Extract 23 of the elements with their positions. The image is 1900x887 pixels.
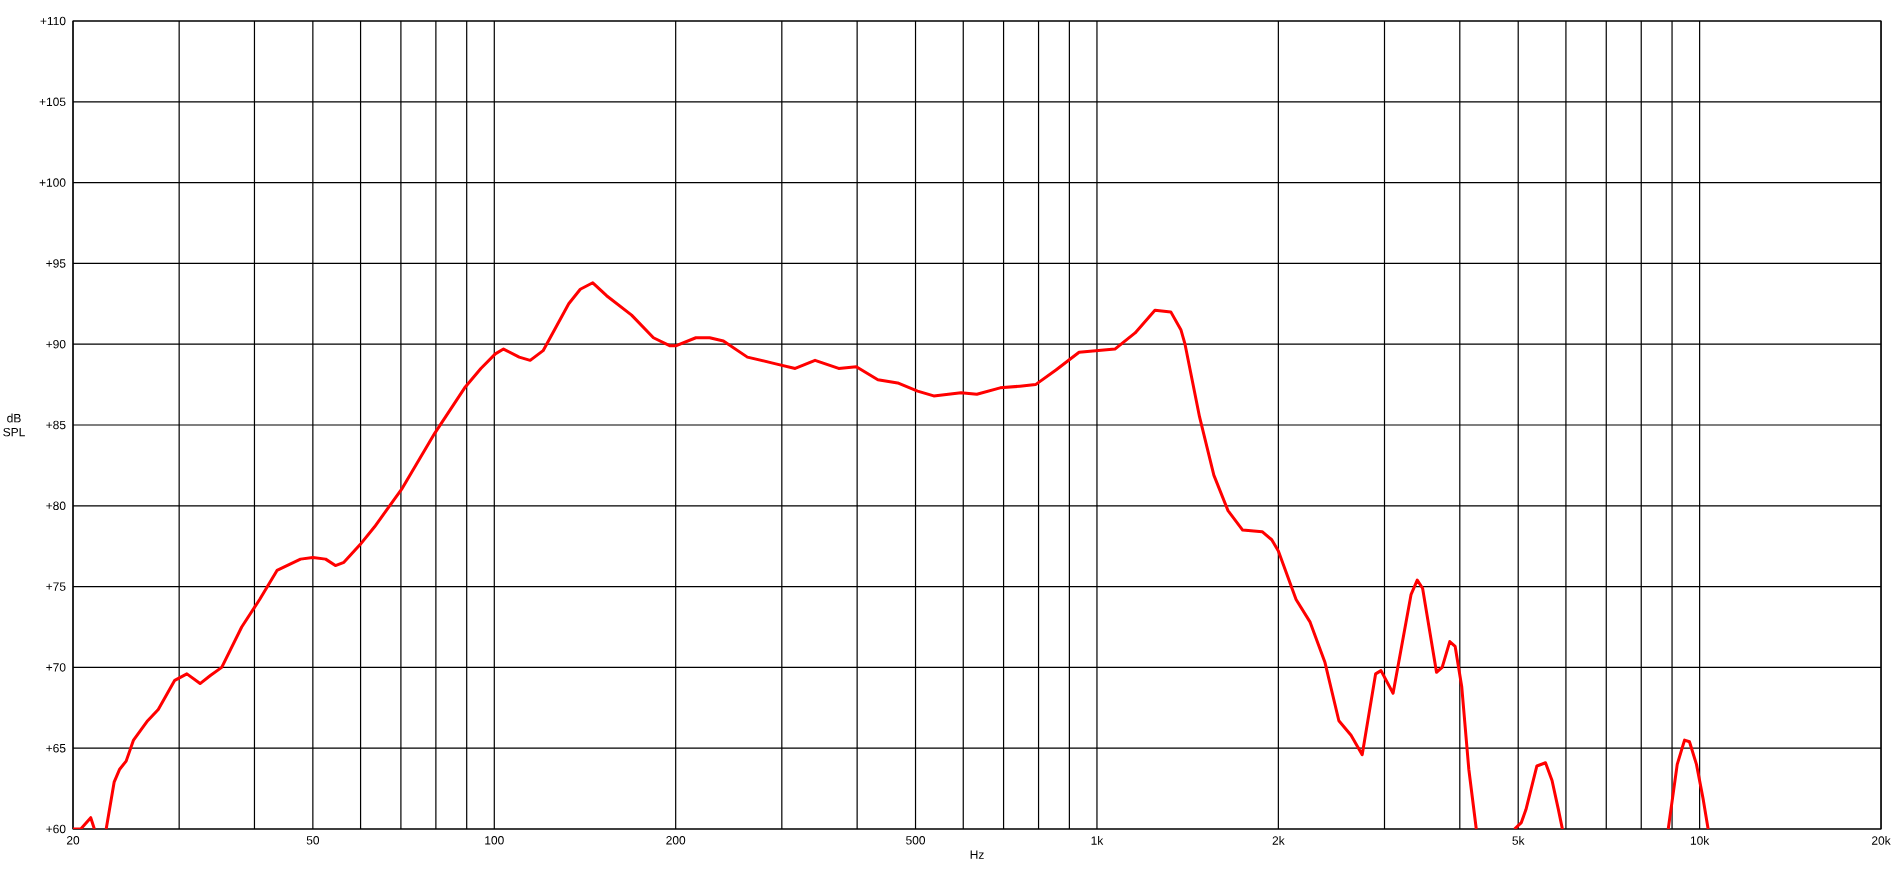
- x-tick-label: 50: [306, 836, 320, 845]
- x-tick-label: 1k: [1091, 836, 1104, 845]
- x-tick-label: 20: [66, 836, 80, 845]
- y-tick-label: +100: [39, 178, 66, 187]
- x-axis-title: Hz: [970, 850, 984, 859]
- y-tick-label: +65: [46, 743, 66, 753]
- y-tick-label: +110: [40, 16, 66, 26]
- y-tick-label: +75: [46, 582, 66, 591]
- y-tick-label: +80: [46, 501, 66, 511]
- x-tick-label: 20k: [1871, 836, 1891, 845]
- y-tick-label: +70: [46, 663, 66, 672]
- x-tick-label: 100: [485, 836, 504, 845]
- y-tick-label: +90: [46, 339, 66, 349]
- y-tick-label: +85: [46, 420, 66, 430]
- x-tick-label: 2k: [1272, 836, 1285, 845]
- y-tick-label: +60: [46, 824, 66, 834]
- y-tick-label: +105: [39, 97, 66, 107]
- x-tick-label: 5k: [1512, 836, 1525, 845]
- x-tick-label: 10k: [1690, 836, 1710, 845]
- x-tick-label: 200: [666, 836, 686, 845]
- y-axis-title: dB SPL: [3, 413, 25, 437]
- y-tick-label: +95: [46, 259, 66, 268]
- x-tick-label: 500: [906, 836, 926, 845]
